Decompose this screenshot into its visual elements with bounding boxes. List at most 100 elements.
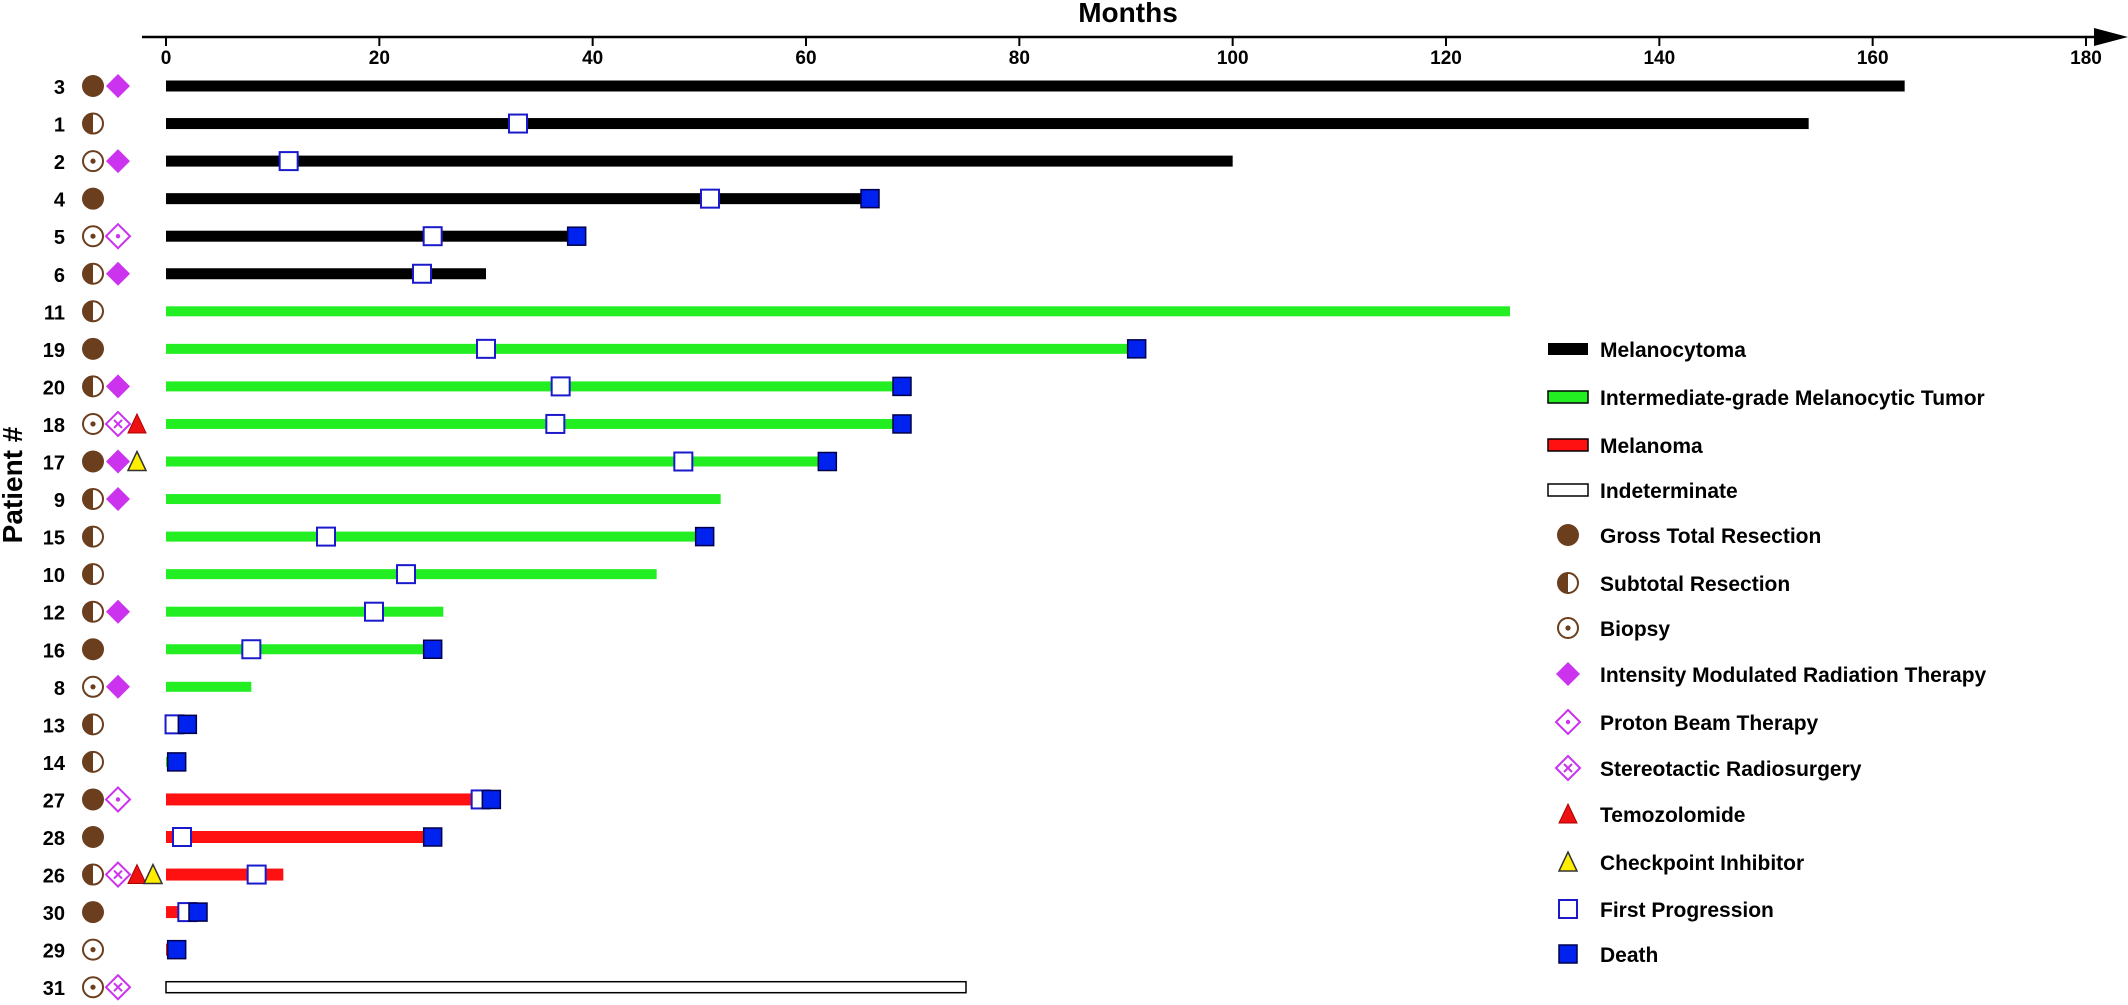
patient-id-label: 4 bbox=[54, 190, 66, 212]
legend-entry-biopsy: Biopsy bbox=[1557, 617, 1670, 641]
first-progression-square-icon bbox=[364, 601, 384, 622]
patient-row: 20 bbox=[43, 374, 912, 399]
checkpoint-triangle-icon bbox=[1557, 850, 1579, 872]
first-progression-square-icon bbox=[508, 113, 528, 134]
patient-id-label: 15 bbox=[43, 528, 65, 550]
biopsy-icon bbox=[82, 938, 104, 961]
death-square-icon bbox=[481, 789, 502, 810]
legend-swatch bbox=[1547, 438, 1589, 452]
patient-id-label: 8 bbox=[54, 678, 65, 700]
x-axis: 0 20 40 60 80 100 120 140 160 180 Months bbox=[142, 0, 2128, 69]
death-square-icon bbox=[892, 376, 912, 397]
death-square-icon bbox=[860, 188, 880, 209]
biopsy-icon bbox=[82, 675, 104, 698]
stereotactic-diamond-icon bbox=[104, 410, 132, 438]
biopsy-icon bbox=[82, 150, 104, 173]
first-progression-square-icon bbox=[422, 226, 443, 247]
checkpoint-triangle-icon bbox=[142, 862, 164, 885]
patient-row: 18 bbox=[43, 410, 912, 438]
patient-id-label: 20 bbox=[43, 377, 65, 399]
x-tick-label: 20 bbox=[369, 48, 390, 69]
legend-label: First Progression bbox=[1600, 899, 1774, 922]
death-square-icon bbox=[166, 752, 187, 772]
stereotactic-diamond-icon bbox=[104, 973, 132, 1001]
legend-entry-pbt: Proton Beam Therapy bbox=[1554, 708, 1819, 736]
biopsy-icon bbox=[82, 976, 104, 999]
death-square-icon bbox=[422, 827, 443, 847]
first-progression-square-icon bbox=[476, 338, 496, 359]
survival-bar bbox=[166, 118, 1809, 130]
survival-bar bbox=[166, 80, 1905, 92]
first-progression-square-icon bbox=[1558, 899, 1578, 919]
proton-beam-diamond-icon bbox=[104, 222, 132, 250]
imrt-diamond-icon bbox=[106, 149, 130, 174]
patient-row: 1 bbox=[54, 112, 1809, 137]
survival-bar bbox=[166, 494, 721, 505]
legend-label: Death bbox=[1600, 944, 1658, 967]
first-progression-square-icon bbox=[246, 864, 267, 885]
first-progression-square-icon bbox=[241, 639, 262, 660]
imrt-diamond-icon bbox=[106, 449, 130, 474]
survival-bar bbox=[166, 831, 433, 843]
death-square-icon bbox=[422, 639, 443, 659]
gross-total-resection-icon bbox=[82, 826, 104, 848]
patient-id-label: 6 bbox=[54, 265, 65, 287]
patient-row: 11 bbox=[44, 300, 1510, 324]
patient-id-label: 2 bbox=[54, 152, 65, 174]
temozolomide-triangle-icon bbox=[127, 412, 147, 434]
imrt-diamond-icon bbox=[106, 599, 130, 624]
survival-bar bbox=[166, 230, 577, 242]
death-square-icon bbox=[892, 414, 912, 434]
gross-total-resection-icon bbox=[82, 75, 104, 97]
imrt-diamond-icon bbox=[106, 261, 130, 286]
legend-label: Biopsy bbox=[1600, 618, 1670, 641]
x-tick-label: 140 bbox=[1643, 48, 1675, 69]
survival-bar bbox=[166, 268, 486, 280]
patient-id-label: 18 bbox=[43, 415, 65, 437]
first-progression-square-icon bbox=[545, 413, 566, 434]
subtotal-resection-icon bbox=[82, 262, 104, 285]
gross-total-resection-icon bbox=[82, 450, 104, 473]
patient-id-label: 10 bbox=[43, 565, 65, 587]
patient-id-label: 29 bbox=[43, 941, 65, 963]
subtotal-resection-icon bbox=[82, 525, 104, 548]
x-tick-label: 180 bbox=[2070, 48, 2102, 69]
imrt-diamond-icon bbox=[106, 74, 130, 98]
subtotal-resection-icon bbox=[82, 563, 104, 586]
legend-label: Intensity Modulated Radiation Therapy bbox=[1600, 664, 1987, 687]
survival-bar bbox=[166, 681, 252, 692]
temozolomide-triangle-icon bbox=[127, 863, 147, 885]
death-square-icon bbox=[1126, 339, 1147, 359]
legend-entry-srs: Stereotactic Radiosurgery bbox=[1554, 754, 1862, 782]
legend-swatch bbox=[1548, 343, 1588, 355]
legend-label: Stereotactic Radiosurgery bbox=[1600, 758, 1862, 781]
x-tick-label: 40 bbox=[582, 48, 603, 69]
patient-row: 8 bbox=[54, 674, 252, 700]
survival-bar bbox=[166, 418, 902, 429]
patient-id-label: 19 bbox=[43, 340, 65, 362]
y-axis-title: Patient # bbox=[0, 426, 28, 543]
legend-entry-imrt: Intensity Modulated Radiation Therapy bbox=[1556, 662, 1987, 687]
legend-swatch bbox=[1547, 390, 1589, 404]
survival-bar bbox=[166, 306, 1510, 317]
patient-row: 27 bbox=[43, 786, 502, 813]
legend-entry-prog: First Progression bbox=[1558, 899, 1774, 922]
patient-row: 26 bbox=[43, 861, 284, 888]
patient-id-label: 17 bbox=[43, 453, 65, 475]
patient-row: 10 bbox=[43, 563, 657, 587]
x-axis-arrow bbox=[2094, 28, 2128, 46]
legend-entry-indeterminate: Indeterminate bbox=[1547, 480, 1738, 503]
first-progression-square-icon bbox=[700, 188, 720, 209]
subtotal-resection-icon bbox=[82, 375, 104, 398]
patient-row: 14 bbox=[43, 750, 187, 775]
death-square-icon bbox=[177, 714, 198, 735]
patient-row: 28 bbox=[43, 826, 443, 850]
patient-id-label: 1 bbox=[54, 115, 65, 137]
patient-row: 4 bbox=[54, 187, 880, 212]
imrt-diamond-icon bbox=[1556, 662, 1580, 686]
survival-bar bbox=[166, 343, 1137, 354]
legend-entry-ci: Checkpoint Inhibitor bbox=[1557, 850, 1804, 875]
subtotal-resection-icon bbox=[82, 600, 104, 623]
survival-bar bbox=[166, 381, 902, 392]
x-axis-title: Months bbox=[1078, 0, 1178, 28]
